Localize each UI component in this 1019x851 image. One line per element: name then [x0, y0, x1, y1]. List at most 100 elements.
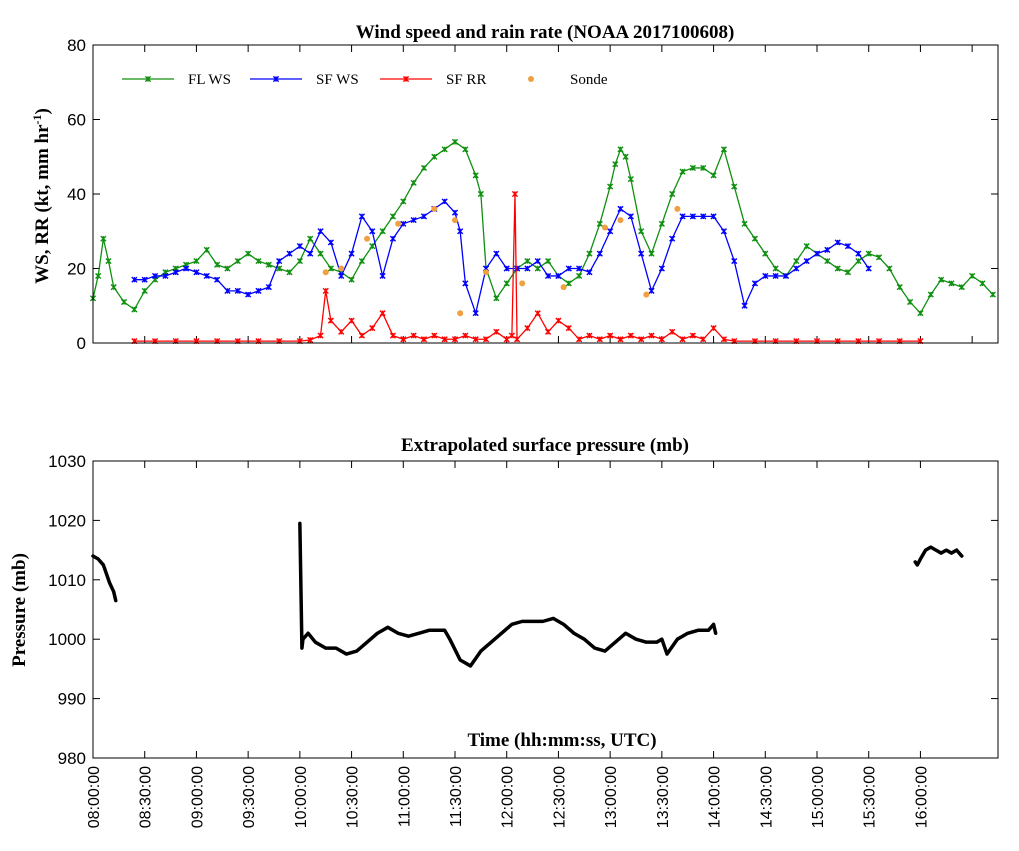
sf-rr-point — [338, 328, 345, 335]
x-tick-label: 11:00:00 — [396, 766, 413, 827]
sonde-point — [364, 235, 371, 242]
sf-ws-point — [513, 265, 521, 272]
sf-ws-point — [457, 228, 464, 235]
sf-rr-point — [607, 332, 614, 339]
sf-ws-point — [813, 250, 821, 257]
sonde-point — [338, 265, 345, 272]
fl-ws-point — [327, 265, 334, 272]
sf-ws-point — [358, 213, 366, 220]
sonde-point — [452, 217, 458, 224]
fl-ws-point — [627, 176, 634, 183]
sf-ws-point — [803, 257, 810, 265]
top-y-tick-label: 40 — [67, 185, 86, 204]
fl-ws-point — [803, 243, 810, 250]
sf-rr-point — [648, 332, 655, 339]
sf-ws-point — [679, 213, 686, 220]
sf-ws-point — [710, 213, 717, 220]
fl-ws-point — [503, 280, 510, 287]
sf-ws-point — [338, 272, 345, 280]
fl-ws-point — [607, 183, 614, 190]
sf-ws-point — [658, 265, 665, 272]
fl-ws-point — [622, 153, 629, 160]
sf-rr-point — [379, 310, 386, 317]
fl-ws-point — [700, 164, 707, 172]
fl-ws-point — [658, 220, 665, 227]
sf-rr-point — [389, 332, 397, 339]
fl-ws-point — [245, 250, 252, 257]
sf-ws-point — [524, 265, 531, 272]
top-y-tick-labels: 0 20 40 60 80 — [67, 36, 86, 353]
sf-ws-point — [327, 239, 334, 246]
sf-rr-point — [638, 336, 645, 343]
fl-ws-point — [120, 298, 128, 306]
fl-ws-point — [441, 146, 448, 153]
sonde-point — [431, 205, 438, 212]
fl-ws-point — [989, 291, 996, 298]
fl-ws-point — [477, 190, 484, 198]
fl-ws-point — [648, 250, 655, 257]
fl-ws-point — [938, 276, 945, 283]
fl-ws-point — [524, 257, 531, 265]
bottom-y-axis-label: Pressure (mb) — [9, 553, 30, 667]
fl-ws-point — [348, 276, 355, 283]
fl-ws-point — [669, 190, 676, 198]
sf-ws-point — [772, 272, 779, 280]
sf-ws-point — [141, 276, 148, 283]
fl-ws-point — [576, 272, 583, 280]
fl-ws-point — [193, 257, 200, 265]
sonde-point — [395, 220, 402, 227]
sf-rr-point — [576, 336, 583, 343]
x-tick-label: 16:00:00 — [913, 766, 930, 828]
fl-ws-point — [772, 265, 779, 272]
sf-rr-point — [511, 190, 519, 198]
bottom-chart-title: Extrapolated surface pressure (mb) — [401, 435, 689, 456]
fl-ws-point — [875, 254, 883, 261]
sf-ws-point — [576, 265, 583, 272]
sf-ws-point — [255, 287, 262, 294]
sf-ws-point — [296, 243, 303, 250]
legend-label-sf-ws: SF WS — [316, 72, 359, 88]
x-tick-labels: 08:00:00 08:30:00 09:00:00 09:30:00 10:00:00… — [86, 766, 930, 828]
fl-ws-point — [710, 172, 717, 179]
sf-rr-point — [689, 332, 696, 339]
fl-ws-point — [793, 257, 800, 265]
sf-ws-point — [607, 228, 614, 235]
legend-marker-fl-ws — [144, 75, 152, 83]
sf-ws-point — [689, 213, 696, 220]
sf-ws-point — [193, 269, 200, 276]
sf-ws-point — [834, 239, 841, 246]
fl-ws-point — [689, 164, 696, 172]
sf-ws-point — [855, 250, 862, 257]
sf-ws-point — [400, 220, 407, 227]
sf-ws-point — [731, 257, 738, 265]
fl-ws-point — [224, 265, 231, 272]
sf-ws-point — [369, 228, 376, 235]
x-tick-label: 08:30:00 — [138, 766, 155, 828]
sf-rr-point — [369, 325, 376, 332]
sf-rr-point — [410, 332, 417, 339]
legend-label-fl-ws: FL WS — [188, 72, 231, 88]
sonde-point — [674, 205, 681, 212]
sf-ws-point — [379, 272, 386, 280]
sf-ws-point — [762, 272, 769, 280]
sf-rr-point — [317, 332, 324, 339]
sf-rr-point — [565, 325, 572, 332]
legend: FL WS SF WS SF RR Sonde — [122, 72, 608, 88]
sf-rr-point — [358, 332, 366, 339]
sf-ws-point — [844, 243, 852, 250]
fl-ws-point — [844, 269, 852, 276]
sf-rr-point — [617, 336, 624, 343]
top-plot-frame — [92, 44, 999, 344]
fl-ws-point — [131, 306, 138, 313]
fl-ws-point — [400, 198, 407, 205]
fl-ws-point — [886, 265, 893, 272]
sf-ws-point — [203, 272, 210, 280]
fl-ws-point — [379, 228, 386, 235]
top-y-tick-label: 0 — [77, 334, 86, 353]
pressure-chart: Extrapolated surface pressure (mb) Press… — [9, 435, 999, 828]
fl-ws-point — [255, 257, 262, 265]
x-tick-label: 14:00:00 — [707, 766, 724, 828]
sf-rr-point — [544, 328, 552, 335]
sf-ws-point — [741, 302, 748, 309]
x-tick-label: 15:00:00 — [810, 766, 827, 828]
